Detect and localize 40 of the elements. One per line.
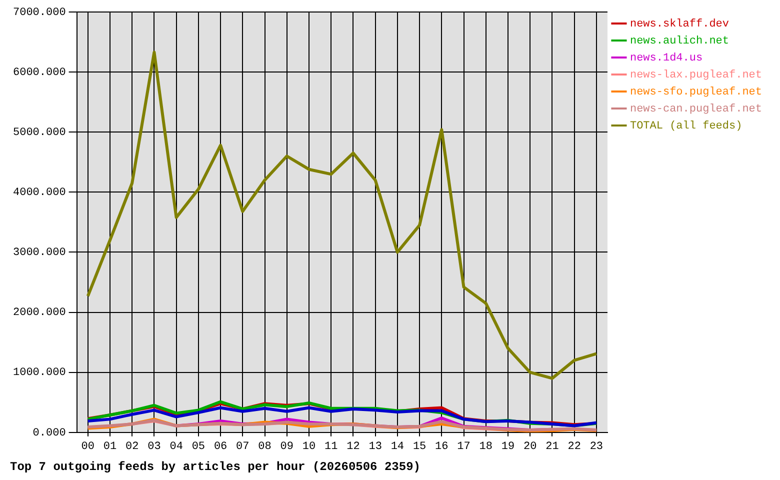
legend-label: news-lax.pugleaf.net (630, 69, 762, 82)
x-tick-label: 23 (590, 440, 604, 453)
y-tick-label: 6000.000 (12, 66, 66, 79)
x-tick-label: 16 (435, 440, 448, 453)
x-tick-label: 10 (302, 440, 316, 453)
legend-label: news-sfo.pugleaf.net (630, 86, 762, 98)
x-tick-label: 11 (324, 440, 338, 453)
x-tick-label: 19 (501, 440, 515, 453)
x-tick-label: 02 (125, 440, 139, 453)
y-tick-label: 2000.000 (12, 307, 66, 320)
legend-label: news.aulich.net (630, 35, 730, 48)
x-tick-label: 22 (568, 440, 581, 453)
x-tick-label: 20 (523, 440, 537, 453)
y-tick-label: 5000.000 (12, 127, 66, 140)
y-tick-label: 0.000 (32, 427, 66, 440)
x-tick-label: 14 (390, 440, 404, 453)
x-tick-label: 04 (170, 440, 184, 453)
x-tick-label: 07 (236, 440, 250, 453)
y-tick-label: 3000.000 (12, 247, 66, 260)
x-tick-label: 05 (192, 440, 206, 453)
x-tick-label: 18 (479, 440, 492, 453)
y-tick-label: 7000.000 (12, 6, 66, 19)
legend-label: TOTAL (all feeds) (630, 120, 742, 132)
x-tick-label: 17 (457, 440, 470, 453)
x-tick-label: 06 (214, 440, 228, 453)
x-tick-label: 12 (346, 440, 360, 453)
text: Top 7 outgoing feeds by articles per hour (20260506 2359) (10, 460, 420, 474)
y-tick-label: 4000.000 (12, 187, 66, 200)
legend-label: news-can.pugleaf.net (630, 103, 762, 116)
x-tick-label: 03 (148, 440, 161, 453)
legend-label: news.1d4.us (630, 52, 703, 64)
y-tick-label: 1000.000 (12, 367, 66, 380)
x-tick-label: 01 (103, 440, 117, 453)
x-tick-label: 15 (412, 440, 426, 453)
legend-label: news.sklaff.dev (630, 18, 730, 30)
x-tick-label: 21 (546, 440, 560, 453)
x-tick-label: 13 (368, 440, 382, 453)
x-tick-label: 09 (280, 440, 294, 453)
x-tick-label: 08 (258, 440, 272, 453)
x-tick-label: 00 (81, 440, 94, 453)
